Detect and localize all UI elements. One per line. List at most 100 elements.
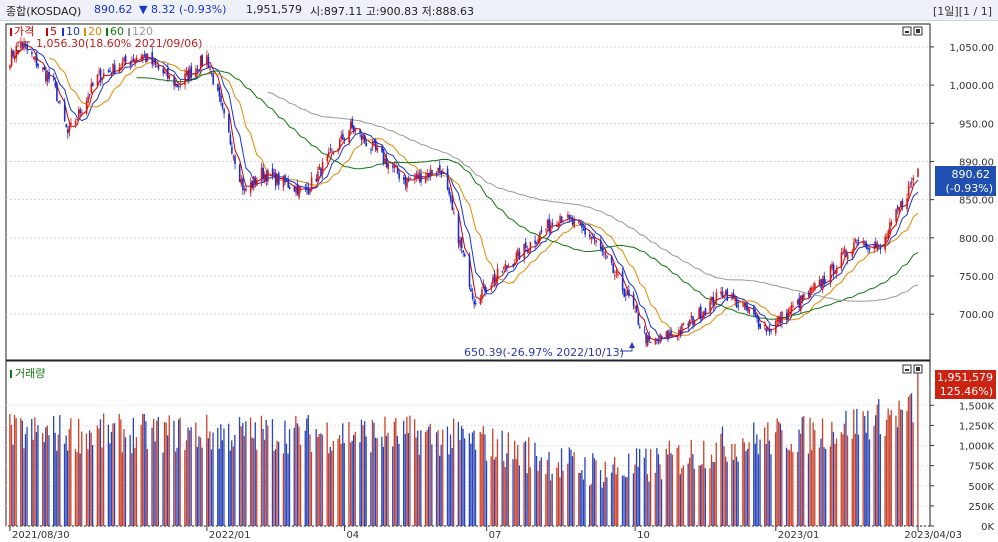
volume-bar <box>626 477 628 526</box>
volume-bar <box>590 483 592 526</box>
chart-header: 종합(KOSDAQ) 890.62 ▼ 8.32 (-0.93%) 1,951,… <box>0 0 998 21</box>
volume-bar <box>132 417 134 526</box>
candle <box>900 201 902 208</box>
volume-bar <box>812 422 814 526</box>
volume-bar <box>568 447 570 526</box>
volume-bar <box>735 456 738 526</box>
volume-bar <box>560 448 563 526</box>
legend-price: 가격 <box>14 25 34 38</box>
candle <box>42 68 44 70</box>
candle <box>535 242 538 244</box>
volume-bar <box>650 449 652 526</box>
volume-bar <box>256 449 258 526</box>
candle <box>801 295 804 300</box>
candle <box>464 254 466 257</box>
volume-bar <box>846 435 849 526</box>
volume-bar <box>889 415 891 526</box>
volume-panel-controls[interactable] <box>902 364 923 374</box>
volume-bar <box>601 487 603 526</box>
volume-bar <box>163 422 166 526</box>
current-price-tag-change: (-0.93%) <box>946 182 994 195</box>
period-indicator[interactable]: [1일][1 / 1] <box>933 5 992 18</box>
volume-bar <box>693 468 695 526</box>
legend-swatch-price <box>10 28 12 36</box>
candle <box>431 169 433 175</box>
volume-bar <box>207 438 209 526</box>
volume-bar <box>667 454 669 526</box>
volume-bar <box>206 414 208 526</box>
candle <box>253 176 255 189</box>
candle <box>245 188 247 191</box>
candle <box>720 291 722 295</box>
candle <box>296 184 299 195</box>
candle <box>704 308 707 315</box>
candle <box>501 271 504 273</box>
price-panel-controls[interactable] <box>902 26 923 36</box>
candle <box>251 180 253 187</box>
candle <box>703 311 705 318</box>
volume-bar <box>124 437 127 526</box>
volume-bar <box>614 457 616 526</box>
candle <box>504 264 507 267</box>
candle <box>326 155 329 161</box>
candle <box>228 113 230 133</box>
candle <box>590 236 593 240</box>
candle <box>581 222 583 228</box>
volume-bar <box>524 441 527 526</box>
volume-bar <box>501 430 503 526</box>
candle <box>556 224 558 227</box>
legend-swatch-volume <box>10 370 12 378</box>
volume-bar <box>807 453 810 526</box>
volume-bar <box>232 446 234 526</box>
candle <box>856 242 858 243</box>
volume-bar <box>643 457 645 526</box>
volume-bar <box>615 474 617 526</box>
volume-bar <box>493 459 495 526</box>
current-volume-tag <box>935 370 996 399</box>
candle <box>470 288 472 292</box>
candle <box>731 293 733 300</box>
volume-bar <box>864 416 866 526</box>
candle <box>671 335 674 338</box>
candle <box>810 287 813 291</box>
volume-bar <box>228 423 230 526</box>
candle <box>185 71 188 76</box>
candle <box>690 315 693 318</box>
x-tick-label: 2022/01 <box>209 530 251 541</box>
stock-chart[interactable]: 700.00 750.00 800.00 850.00 890.00 950.00 1,00… <box>0 20 998 542</box>
candle <box>529 242 532 250</box>
candle <box>670 330 672 336</box>
candle <box>789 311 791 313</box>
candle <box>846 255 849 260</box>
candle <box>53 77 55 80</box>
volume-bar <box>721 426 724 526</box>
candle <box>65 124 68 128</box>
candle <box>20 41 22 49</box>
candle <box>714 303 716 305</box>
volume-bar <box>876 404 878 526</box>
volume-bar <box>140 424 142 526</box>
candle <box>462 250 464 253</box>
volume-bar <box>304 430 306 526</box>
volume-bar <box>20 418 22 526</box>
candle <box>231 146 233 154</box>
volume-bar <box>54 432 56 526</box>
volume-bar <box>431 444 433 526</box>
index-name: 종합(KOSDAQ) <box>6 5 82 18</box>
candle <box>628 289 630 297</box>
volume-bar <box>831 421 833 526</box>
candle <box>517 249 519 256</box>
volume-bar <box>670 453 672 526</box>
candle <box>37 64 39 67</box>
candle <box>823 275 825 285</box>
candle <box>700 306 702 320</box>
candle <box>534 240 536 244</box>
volume-bar <box>403 420 405 526</box>
volume-bar <box>743 442 745 526</box>
candle <box>209 68 211 70</box>
volume-bar <box>167 435 169 526</box>
volume-bar <box>503 460 505 526</box>
candle <box>242 178 244 191</box>
volume-bar <box>648 481 650 526</box>
candle <box>176 84 178 88</box>
